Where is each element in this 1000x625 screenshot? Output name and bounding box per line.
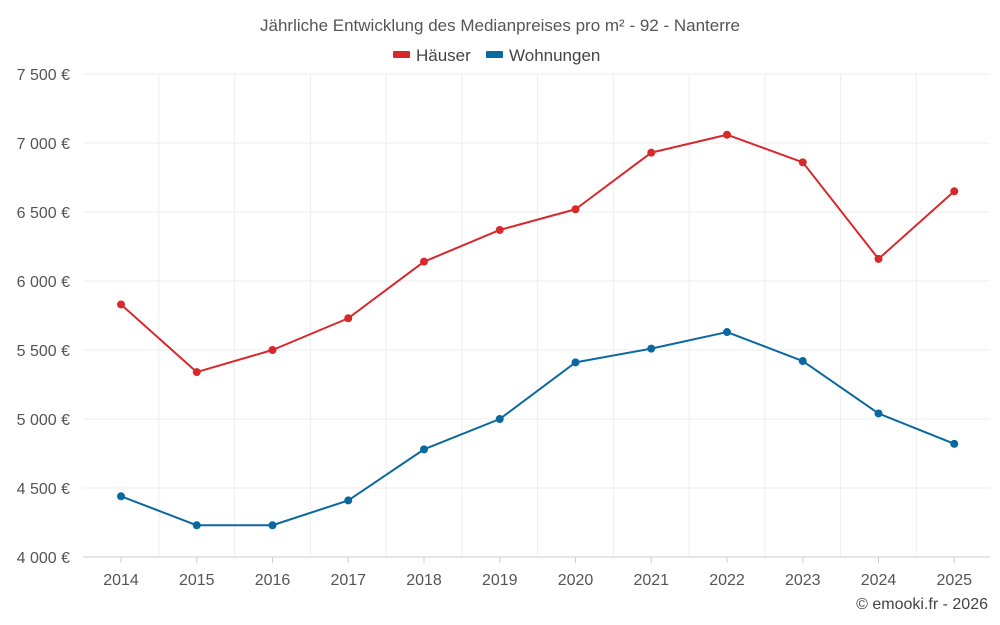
data-point-wohnungen[interactable] [723,328,731,337]
grid-layer [83,73,990,557]
data-point-wohnungen[interactable] [344,496,353,505]
data-point-wohnungen[interactable] [192,521,201,530]
y-tick-label: 7 500 € [17,67,70,84]
x-tick-label: 2019 [482,572,518,589]
series-layer [117,130,959,530]
data-point-haeuser[interactable] [268,346,277,354]
data-point-wohnungen[interactable] [571,358,580,367]
series-line-wohnungen [120,331,955,527]
data-point-haeuser[interactable] [420,257,428,266]
x-tick-label: 2017 [330,572,366,589]
data-point-haeuser[interactable] [571,205,580,214]
y-tick-label: 6 000 € [17,274,70,291]
data-point-haeuser[interactable] [117,300,125,309]
series-wohnungen [117,328,959,530]
legend-item-haeuser[interactable]: Häuser [393,46,471,65]
legend-swatch-wohnungen [486,51,503,58]
data-point-haeuser[interactable] [798,158,807,167]
legend-label-wohnungen: Wohnungen [509,46,600,65]
data-point-haeuser[interactable] [647,148,656,157]
x-tick-label: 2016 [255,572,291,589]
data-point-haeuser[interactable] [192,368,201,377]
y-tick-label: 5 000 € [17,412,70,429]
data-point-haeuser[interactable] [344,314,353,323]
x-tick-label: 2014 [103,572,139,589]
data-point-wohnungen[interactable] [950,439,959,448]
x-tick-label: 2024 [861,572,897,589]
data-point-wohnungen[interactable] [495,415,504,423]
y-tick-label: 7 000 € [17,136,70,153]
data-point-haeuser[interactable] [495,225,504,234]
data-point-haeuser[interactable] [950,187,959,196]
data-point-haeuser[interactable] [723,130,731,139]
y-tick-label: 4 500 € [17,481,70,498]
credit-text: © emooki.fr - 2026 [856,596,988,613]
x-tick-label: 2025 [936,572,972,589]
x-tick-label: 2015 [179,572,215,589]
data-point-haeuser[interactable] [874,254,883,263]
y-tick-label: 4 000 € [17,550,70,567]
y-tick-label: 5 500 € [17,343,70,360]
legend-swatch-haeuser [393,51,410,58]
y-tick-label: 6 500 € [17,205,70,222]
legend: Häuser Wohnungen [393,46,600,65]
data-point-wohnungen[interactable] [117,492,125,501]
series-line-haeuser [120,133,955,374]
chart-title: Jährliche Entwicklung des Medianpreises … [260,16,740,35]
x-tick-label: 2018 [406,572,442,589]
data-point-wohnungen[interactable] [874,409,883,418]
x-tick-label: 2021 [633,572,669,589]
data-point-wohnungen[interactable] [420,445,428,454]
data-point-wohnungen[interactable] [647,344,656,353]
x-tick-label: 2020 [558,572,594,589]
legend-item-wohnungen[interactable]: Wohnungen [486,46,600,65]
data-point-wohnungen[interactable] [798,357,807,366]
legend-label-haeuser: Häuser [416,46,471,65]
axis-layer: 4 000 € 4 500 € 5 000 € 5 500 € 6 000 € 6 500… [17,67,990,589]
series-haeuser [117,130,959,377]
data-point-wohnungen[interactable] [268,521,277,530]
x-tick-label: 2022 [709,572,745,589]
x-tick-label: 2023 [785,572,821,589]
